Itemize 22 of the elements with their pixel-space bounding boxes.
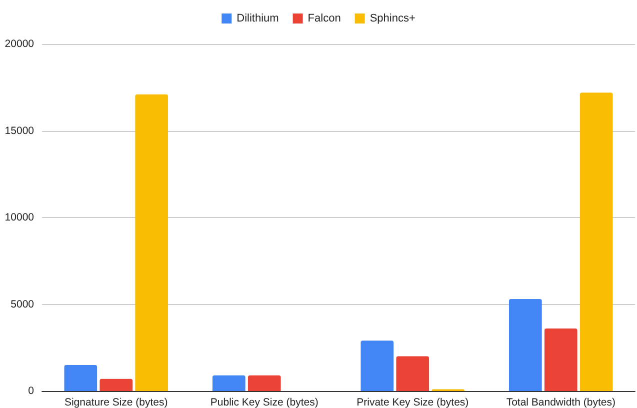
bar — [360, 340, 394, 391]
legend-label: Dilithium — [236, 12, 279, 24]
y-tick-label: 15000 — [4, 124, 34, 137]
x-tick-label: Signature Size (bytes) — [64, 396, 168, 408]
y-tick-label: 10000 — [4, 212, 34, 224]
x-tick-label: Total Bandwidth (bytes) — [506, 396, 616, 408]
bar — [248, 375, 281, 391]
y-tick-label: 5000 — [10, 298, 34, 310]
y-tick-label: 20000 — [4, 38, 34, 50]
bar — [135, 94, 168, 391]
bar — [100, 378, 133, 391]
bar — [396, 356, 430, 391]
x-tick-label: Private Key Size (bytes) — [356, 396, 469, 408]
bar — [580, 92, 613, 391]
legend-label: Falcon — [308, 12, 341, 24]
bar — [64, 364, 98, 391]
bar — [508, 299, 542, 391]
y-tick-label: 0 — [28, 385, 34, 397]
bar — [544, 328, 578, 391]
bar — [212, 375, 246, 391]
legend-label: Sphincs+ — [370, 12, 416, 24]
x-tick-label: Public Key Size (bytes) — [210, 396, 318, 408]
